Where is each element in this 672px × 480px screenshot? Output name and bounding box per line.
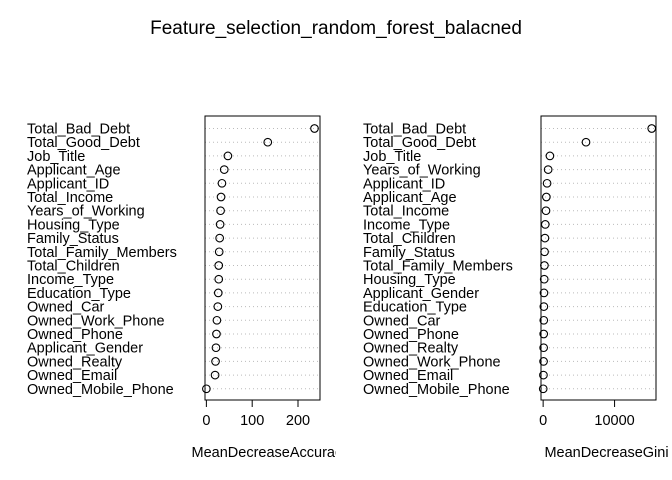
x-tick-label: 0	[202, 413, 210, 429]
data-point	[310, 124, 319, 133]
feature-label: Applicant_Gender	[27, 341, 143, 357]
x-axis-label: MeanDecreaseGini	[544, 445, 668, 461]
feature-label: Income_Type	[363, 217, 450, 233]
data-point	[213, 302, 223, 311]
data-point	[214, 247, 224, 257]
feature-label: Owned_Realty	[27, 354, 123, 370]
dotcharts: Total_Bad_DebtTotal_Good_DebtJob_TitleAp…	[27, 115, 669, 461]
data-point	[539, 343, 548, 353]
feature-label: Applicant_Gender	[363, 286, 479, 302]
data-point	[545, 151, 555, 161]
data-point	[215, 220, 225, 229]
feature-label: Owned_Car	[363, 313, 441, 329]
feature-label: Owned_Mobile_Phone	[363, 382, 510, 398]
feature-label: Owned_Phone	[363, 327, 459, 343]
data-point	[213, 288, 223, 298]
data-point	[539, 302, 549, 311]
feature-label: Applicant_Age	[27, 163, 121, 179]
feature-label: Housing_Type	[363, 272, 456, 288]
feature-label: Owned_Phone	[27, 327, 123, 343]
data-point	[219, 165, 229, 174]
dotchart-panel-1: Total_Bad_DebtTotal_Good_DebtJob_TitleAp…	[27, 115, 351, 461]
feature-label: Total_Family_Members	[363, 259, 513, 275]
data-point	[581, 137, 591, 147]
feature-label: Total_Family_Members	[27, 245, 177, 261]
data-point	[538, 384, 548, 394]
data-point	[202, 384, 211, 394]
data-point	[212, 315, 222, 325]
feature-label: Family_Status	[363, 245, 455, 261]
feature-label: Owned_Car	[27, 300, 105, 316]
data-point	[542, 192, 551, 202]
data-point	[263, 137, 273, 147]
data-point	[211, 343, 221, 353]
feature-label: Years_of_Working	[27, 204, 145, 220]
feature-label: Housing_Type	[27, 217, 120, 233]
feature-label: Applicant_Age	[363, 190, 457, 206]
x-tick-label: 200	[286, 413, 310, 429]
feature-label: Education_Type	[27, 286, 131, 302]
data-point	[217, 178, 227, 188]
data-point	[542, 178, 552, 188]
data-point	[541, 206, 551, 216]
data-point	[214, 261, 224, 270]
data-point	[539, 329, 549, 339]
plot-frame	[204, 115, 321, 401]
data-point	[539, 288, 549, 298]
feature-label: Total_Good_Debt	[27, 135, 140, 151]
data-point	[215, 233, 225, 243]
data-point	[539, 274, 549, 284]
data-point	[540, 233, 550, 243]
feature-label: Income_Type	[27, 272, 114, 288]
feature-label: Owned_Realty	[363, 341, 459, 357]
data-point	[210, 370, 220, 380]
feature-label: Owned_Email	[27, 368, 117, 384]
feature-label: Total_Income	[27, 190, 113, 206]
data-point	[539, 357, 548, 366]
feature-label: Years_of_Working	[363, 163, 481, 179]
feature-label: Total_Income	[363, 204, 449, 220]
data-point	[214, 274, 224, 284]
data-point	[539, 370, 548, 380]
feature-label: Job_Title	[27, 149, 85, 165]
data-point	[543, 165, 553, 174]
feature-label: Owned_Mobile_Phone	[27, 382, 174, 398]
data-point	[539, 315, 549, 325]
feature-label: Total_Good_Debt	[363, 135, 476, 151]
data-point	[216, 192, 226, 202]
feature-label: Owned_Work_Phone	[363, 354, 501, 370]
feature-label: Owned_Email	[363, 368, 453, 384]
data-point	[216, 206, 225, 216]
feature-label: Job_Title	[363, 149, 421, 165]
feature-label: Total_Children	[27, 259, 120, 275]
x-tick-label: 100	[240, 413, 264, 429]
chart-title: Feature_selection_random_forest_balacned	[150, 18, 522, 39]
feature-label: Total_Bad_Debt	[363, 122, 466, 138]
data-point	[211, 357, 220, 366]
data-point	[223, 151, 233, 161]
x-axis-label: MeanDecreaseAccuracy	[192, 445, 351, 461]
feature-label: Applicant_ID	[27, 176, 109, 192]
feature-label: Family_Status	[27, 231, 119, 247]
feature-label: Owned_Work_Phone	[27, 313, 165, 329]
x-tick-label: 0	[539, 413, 547, 429]
data-point	[212, 329, 221, 339]
feature-label: Total_Bad_Debt	[27, 122, 130, 138]
dotchart-panel-2: Total_Bad_DebtTotal_Good_DebtJob_TitleYe…	[363, 115, 669, 461]
x-tick-label: 10000	[594, 413, 634, 429]
feature-label: Applicant_ID	[363, 176, 445, 192]
feature-label: Total_Children	[363, 231, 456, 247]
feature-label: Education_Type	[363, 300, 467, 316]
plot-frame	[540, 115, 657, 401]
